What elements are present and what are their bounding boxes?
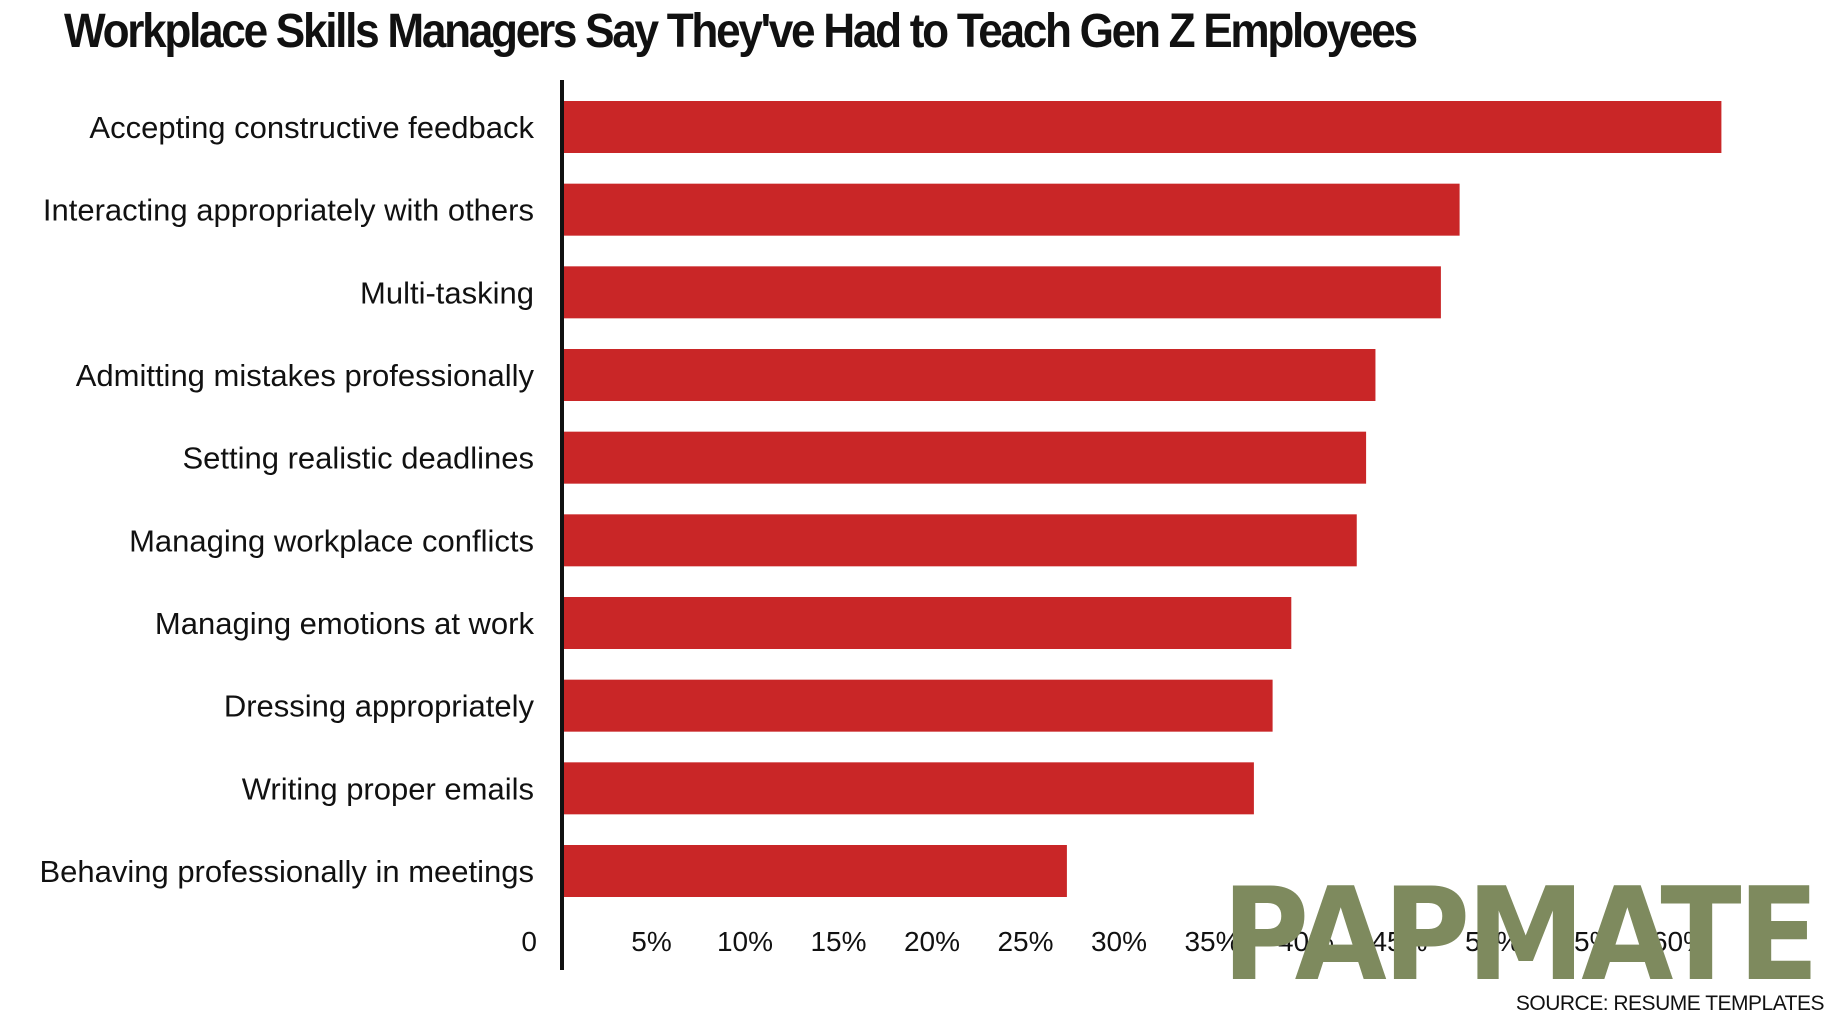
bar-9: [562, 762, 1254, 815]
bar-5: [562, 431, 1367, 484]
chart-title: Workplace Skills Managers Say They've Ha…: [64, 5, 1418, 58]
x-tick-label-11: 55%: [1558, 926, 1614, 957]
source-note: SOURCE: RESUME TEMPLATES: [1515, 992, 1824, 1015]
x-tick-labels-layer: 0 5% 10% 15% 20% 25% 30% 35% 40% 45% 50% 55% 60%: [521, 926, 1708, 957]
category-label-4: Admitting mistakes professionally: [76, 358, 535, 393]
x-tick-label-12: 60%: [1652, 926, 1708, 957]
category-label-3: Multi-tasking: [360, 275, 534, 310]
category-label-8: Dressing appropriately: [224, 689, 535, 724]
papmate-watermark: PAPMATE: [1222, 861, 1819, 1010]
category-label-6: Managing workplace conflicts: [129, 523, 534, 558]
x-tick-label-0: 0: [521, 926, 537, 957]
category-label-10: Behaving professionally in meetings: [39, 854, 534, 889]
bar-7: [562, 597, 1292, 649]
bars-layer: [562, 101, 1722, 897]
bar-4: [562, 349, 1376, 401]
bar-1: [562, 101, 1722, 153]
x-tick-label-10: 50%: [1465, 926, 1521, 957]
bar-6: [562, 514, 1357, 567]
x-tick-label-2: 10%: [717, 926, 773, 957]
bar-3: [562, 266, 1441, 319]
bar-10: [562, 845, 1067, 897]
category-label-7: Managing emotions at work: [155, 606, 535, 641]
category-label-2: Interacting appropriately with others: [43, 193, 534, 228]
bar-2: [562, 183, 1460, 236]
category-labels-layer: Accepting constructive feedback Interacti…: [39, 110, 534, 889]
x-tick-label-6: 30%: [1091, 926, 1147, 957]
x-tick-label-8: 40%: [1278, 926, 1334, 957]
category-label-1: Accepting constructive feedback: [89, 110, 534, 145]
x-tick-label-7: 35%: [1184, 926, 1240, 957]
bar-8: [562, 679, 1273, 732]
x-tick-label-5: 25%: [997, 926, 1053, 957]
x-tick-label-9: 45%: [1371, 926, 1427, 957]
x-tick-label-4: 20%: [904, 926, 960, 957]
category-label-9: Writing proper emails: [242, 771, 534, 806]
category-label-5: Setting realistic deadlines: [182, 441, 534, 476]
x-tick-label-3: 15%: [810, 926, 866, 957]
x-tick-label-1: 5%: [631, 926, 671, 957]
